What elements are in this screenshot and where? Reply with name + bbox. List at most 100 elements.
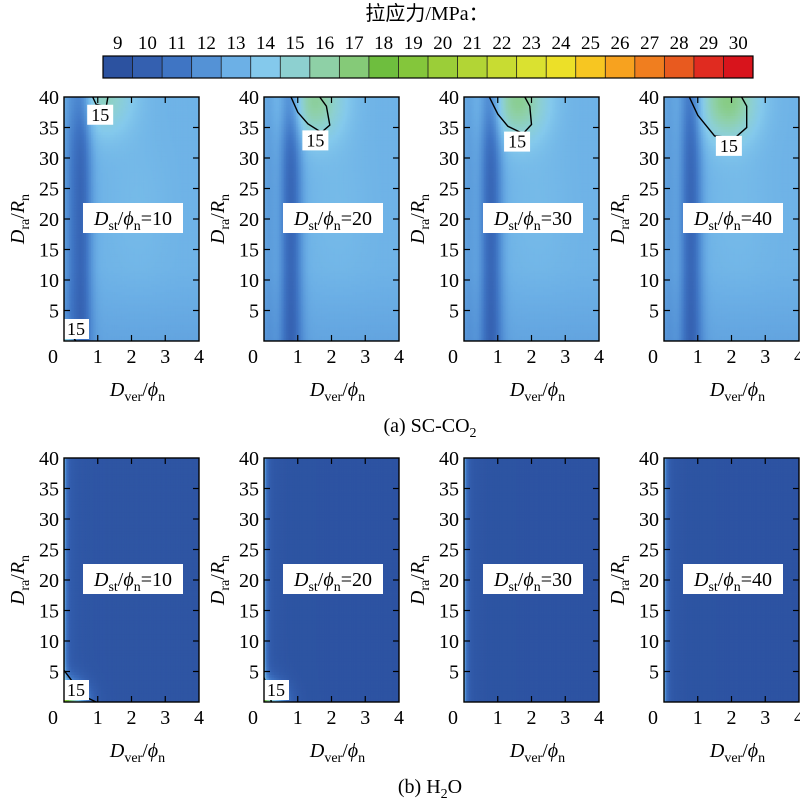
field-cell: [102, 124, 105, 128]
field-cell: [75, 221, 78, 225]
field-cell: [143, 286, 146, 290]
field-cell: [72, 113, 75, 117]
field-cell: [118, 164, 121, 168]
field-cell: [116, 110, 119, 114]
field-cell: [146, 292, 149, 296]
field-cell: [123, 251, 126, 255]
field-cell: [146, 235, 149, 239]
field-cell: [85, 170, 89, 174]
field-cell: [128, 324, 131, 328]
field-cell: [104, 289, 107, 293]
field-cell: [72, 194, 75, 198]
field-cell: [102, 313, 105, 317]
field-cell: [106, 140, 109, 144]
field-cell: [119, 246, 122, 250]
field-cell: [101, 248, 104, 252]
field-cell: [85, 308, 89, 312]
field-cell: [128, 284, 131, 288]
field-cell: [94, 251, 97, 255]
field-cell: [79, 143, 82, 147]
field-cell: [148, 126, 151, 130]
field-cell: [94, 267, 97, 271]
field-cell: [97, 251, 100, 255]
field-cell: [124, 156, 127, 160]
field-cell: [138, 124, 141, 128]
field-cell: [126, 246, 129, 250]
field-cell: [79, 297, 82, 301]
field-cell: [91, 286, 94, 290]
field-cell: [65, 181, 68, 185]
field-cell: [69, 107, 72, 111]
field-cell: [99, 278, 102, 282]
field-cell: [128, 316, 131, 320]
field-cell: [119, 251, 122, 255]
field-cell: [118, 153, 121, 158]
field-cell: [101, 151, 104, 155]
field-cell: [112, 159, 116, 163]
field-cell: [82, 156, 85, 160]
field-cell: [126, 313, 129, 317]
field-cell: [148, 113, 151, 117]
field-cell: [101, 324, 104, 328]
field-cell: [129, 143, 132, 147]
field-cell: [70, 159, 73, 163]
field-cell: [109, 99, 112, 103]
field-cell: [133, 305, 136, 309]
field-cell: [111, 181, 114, 185]
field-cell: [79, 254, 82, 258]
field-cell: [106, 194, 109, 198]
field-cell: [96, 313, 99, 317]
field-cell: [129, 126, 132, 130]
field-cell: [121, 319, 124, 323]
field-cell: [106, 178, 109, 182]
field-cell: [65, 300, 68, 304]
field-cell: [112, 235, 116, 239]
field-cell: [94, 246, 97, 250]
field-cell: [92, 126, 95, 130]
field-cell: [118, 115, 121, 120]
field-cell: [65, 210, 68, 214]
field-cell: [74, 137, 77, 141]
field-cell: [82, 292, 85, 296]
field-cell: [116, 316, 119, 320]
field-cell: [111, 159, 114, 163]
field-cell: [72, 275, 75, 280]
field-cell: [69, 297, 72, 301]
field-cell: [75, 256, 78, 261]
field-cell: [91, 251, 94, 255]
field-cell: [124, 335, 127, 339]
field-cell: [112, 284, 116, 288]
field-cell: [139, 327, 143, 331]
field-cell: [69, 102, 72, 106]
field-cell: [128, 145, 131, 149]
field-cell: [79, 162, 82, 166]
field-cell: [99, 197, 102, 201]
field-cell: [148, 235, 151, 239]
field-cell: [121, 292, 124, 296]
field-cell: [92, 197, 95, 201]
field-cell: [123, 308, 126, 312]
field-cell: [134, 303, 137, 307]
field-cell: [148, 162, 151, 166]
field-cell: [134, 262, 137, 266]
field-cell: [118, 148, 121, 152]
field-cell: [94, 156, 97, 160]
field-cell: [131, 313, 134, 317]
field-cell: [77, 172, 80, 177]
field-cell: [74, 126, 77, 130]
field-cell: [79, 294, 82, 299]
field-cell: [85, 256, 89, 261]
field-cell: [67, 129, 70, 133]
field-cell: [75, 200, 78, 204]
field-cell: [85, 110, 89, 114]
field-cell: [82, 148, 85, 152]
field-cell: [67, 143, 70, 147]
field-cell: [101, 183, 104, 187]
field-cell: [77, 246, 80, 250]
field-cell: [126, 189, 129, 193]
field-cell: [79, 284, 82, 288]
field-cell: [85, 284, 89, 288]
field-cell: [67, 254, 70, 258]
field-cell: [146, 284, 149, 288]
field-cell: [70, 224, 73, 228]
